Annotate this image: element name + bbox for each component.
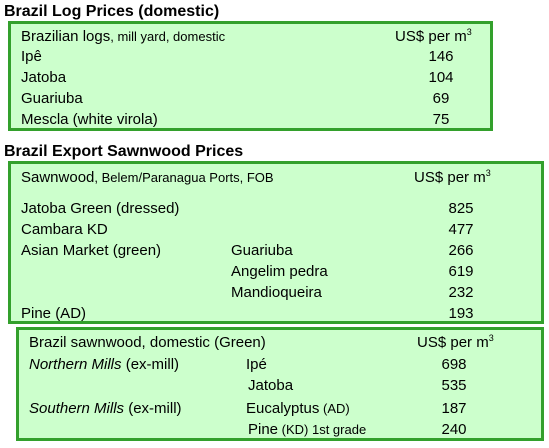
log-prices-table: Brazilian logs, mill yard, domestic US$ … — [8, 21, 493, 131]
domestic-row-price: 240 — [441, 421, 467, 438]
log-row-name: Ipê — [21, 48, 42, 65]
domestic-row-price: 187 — [441, 400, 467, 417]
log-row-price: 75 — [432, 111, 450, 128]
domestic-sawnwood-table: Brazil sawnwood, domestic (Green) US$ pe… — [16, 327, 544, 441]
domestic-header-label: Brazil sawnwood, domestic (Green) — [29, 334, 266, 351]
log-row-price: 146 — [428, 48, 454, 65]
log-row-price: 104 — [428, 69, 454, 86]
log-row-name: Mescla (white virola) — [21, 111, 158, 128]
export-row-price: 825 — [448, 200, 474, 217]
export-row-species: Angelim pedra — [231, 263, 328, 280]
export-row-species: Mandioqueira — [231, 284, 322, 301]
log-row-name: Jatoba — [21, 69, 67, 86]
log-header-label: Brazilian logs, mill yard, domestic — [21, 28, 226, 45]
export-row-price: 193 — [448, 305, 474, 322]
export-sawnwood-heading: Brazil Export Sawnwood Prices — [4, 143, 244, 160]
southern-mills-label: Southern Mills (ex-mill) — [29, 400, 182, 417]
export-row-name: Jatoba Green (dressed) — [21, 200, 180, 217]
export-row-name: Pine (AD) — [21, 305, 87, 322]
domestic-row-price: 535 — [441, 377, 467, 394]
domestic-row-species: Pine (KD) 1st grade — [248, 421, 367, 438]
log-row-price: 69 — [432, 90, 450, 107]
export-row-price: 232 — [448, 284, 474, 301]
domestic-row-price: 698 — [441, 356, 467, 373]
domestic-row-species: Eucalyptus (AD) — [246, 400, 350, 417]
domestic-row-species: Jatoba — [248, 377, 294, 394]
export-header-label: Sawnwood, Belem/Paranagua Ports, FOB — [21, 169, 274, 186]
export-sawnwood-table: Sawnwood, Belem/Paranagua Ports, FOB US$… — [8, 161, 544, 324]
export-row-species: Guariuba — [231, 242, 293, 259]
domestic-row-species: Ipé — [246, 356, 267, 373]
log-prices-heading: Brazil Log Prices (domestic) — [4, 3, 220, 20]
export-row-name: Asian Market (green) — [21, 242, 162, 259]
export-row-price: 477 — [448, 221, 474, 238]
domestic-unit-header: US$ per m3 — [417, 333, 494, 352]
export-unit-header: US$ per m3 — [414, 168, 491, 187]
log-unit-header: US$ per m3 — [395, 27, 472, 46]
export-row-name: Cambara KD — [21, 221, 108, 238]
log-row-name: Guariuba — [21, 90, 83, 107]
northern-mills-label: Northern Mills (ex-mill) — [29, 356, 180, 373]
export-row-price: 266 — [448, 242, 474, 259]
export-row-price: 619 — [448, 263, 474, 280]
